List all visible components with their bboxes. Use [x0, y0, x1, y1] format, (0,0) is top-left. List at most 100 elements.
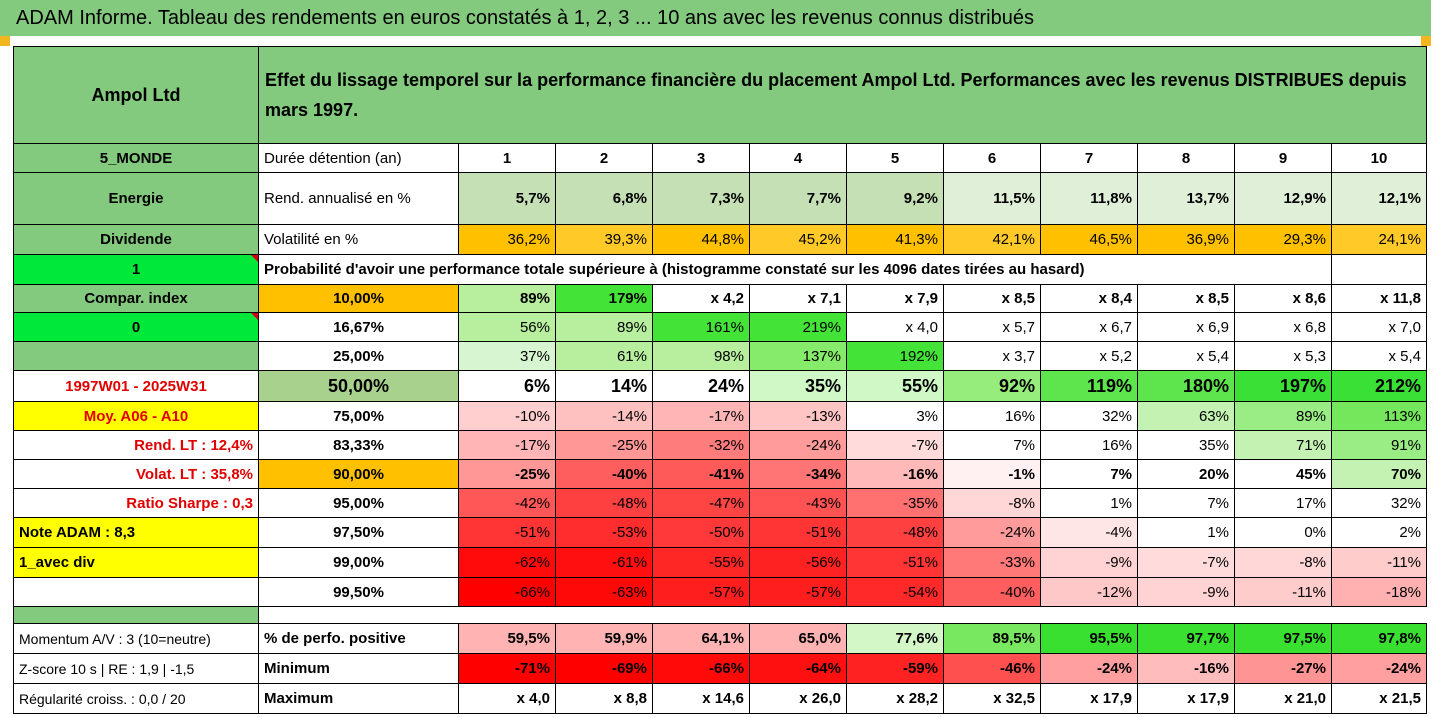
data-cell: x 32,5	[943, 683, 1041, 714]
data-cell: -40%	[555, 459, 653, 489]
spacer-cell	[259, 607, 1427, 624]
data-cell: x 6,8	[1234, 312, 1332, 342]
data-cell: 41,3%	[846, 224, 944, 255]
data-cell: 95,5%	[1040, 623, 1138, 654]
row-label: Minimum	[258, 653, 459, 684]
stat-row: Régularité croiss. : 0,0 / 20 Maximum x 4,…	[13, 683, 1427, 714]
data-cell: 137%	[749, 341, 847, 371]
data-cell: 113%	[1331, 401, 1427, 431]
data-cell: 5,7%	[458, 172, 556, 225]
row-label: % de perfo. positive	[258, 623, 459, 654]
percentile-row: Moy. A06 - A10 75,00% -10% -14% -17% -13% 3% 16…	[13, 401, 1427, 431]
data-cell: -53%	[555, 517, 653, 548]
stat-row: Momentum A/V : 3 (10=neutre)% de perfo. …	[13, 623, 1427, 654]
data-cell: -9%	[1137, 577, 1235, 607]
data-cell: x 5,7	[943, 312, 1041, 342]
data-cell: -24%	[749, 430, 847, 460]
data-cell: -66%	[652, 653, 750, 684]
percentile-row: Ratio Sharpe : 0,3 95,00% -42% -48% -47% -43%…	[13, 488, 1427, 518]
data-cell: 9	[1234, 143, 1332, 173]
data-cell: 45,2%	[749, 224, 847, 255]
row-label: Volatilité en %	[258, 224, 459, 255]
row-side-label: Moy. A06 - A10	[13, 401, 259, 431]
row-side-label: Compar. index	[13, 284, 259, 313]
data-cell: x 8,5	[943, 284, 1041, 313]
data-cell: 12,1%	[1331, 172, 1427, 225]
data-cell: -47%	[652, 488, 750, 518]
data-cell: 180%	[1137, 370, 1235, 402]
data-cell: 212%	[1331, 370, 1427, 402]
data-cell: -41%	[652, 459, 750, 489]
data-cell: -24%	[943, 517, 1041, 548]
row-side-label: 1997W01 - 2025W31	[13, 370, 259, 402]
row-side-label: Volat. LT : 35,8%	[13, 459, 259, 489]
data-cell: x 5,3	[1234, 341, 1332, 371]
data-cell: 14%	[555, 370, 653, 402]
data-cell: -13%	[749, 401, 847, 431]
data-cell: -59%	[846, 653, 944, 684]
data-cell: 179%	[555, 284, 653, 313]
data-cell: -18%	[1331, 577, 1427, 607]
data-cell: 65,0%	[749, 623, 847, 654]
data-cell: -8%	[1234, 547, 1332, 578]
data-cell: 192%	[846, 341, 944, 371]
data-cell: 161%	[652, 312, 750, 342]
percentile-level: 16,67%	[258, 312, 459, 342]
percentile-level: 50,00%	[258, 370, 459, 402]
data-cell: x 14,6	[652, 683, 750, 714]
data-cell: x 3,7	[943, 341, 1041, 371]
data-cell: x 6,7	[1040, 312, 1138, 342]
data-cell: -64%	[749, 653, 847, 684]
data-cell: 8	[1137, 143, 1235, 173]
percentile-level: 95,00%	[258, 488, 459, 518]
data-cell: 11,5%	[943, 172, 1041, 225]
percentile-row: 1997W01 - 2025W31 50,00% 6% 14% 24% 35% 55% 92%…	[13, 370, 1427, 402]
data-cell: -32%	[652, 430, 750, 460]
data-cell: 64,1%	[652, 623, 750, 654]
table-description: Effet du lissage temporel sur la perform…	[258, 46, 1427, 144]
corner-marker-left	[0, 36, 10, 46]
data-cell: 7	[1040, 143, 1138, 173]
data-cell: -51%	[846, 547, 944, 578]
percentile-row: Rend. LT : 12,4% 83,33% -17% -25% -32% -24% -7…	[13, 430, 1427, 460]
data-cell: x 4,0	[846, 312, 944, 342]
percentile-row: Volat. LT : 35,8% 90,00% -25% -40% -41% -34% -…	[13, 459, 1427, 489]
data-cell: 2%	[1331, 517, 1427, 548]
data-cell: 6,8%	[555, 172, 653, 225]
data-cell: 119%	[1040, 370, 1138, 402]
data-cell: 24%	[652, 370, 750, 402]
data-cell: 10	[1331, 143, 1427, 173]
data-cell: -48%	[846, 517, 944, 548]
data-cell: x 26,0	[749, 683, 847, 714]
data-cell: x 4,2	[652, 284, 750, 313]
data-cell: 9,2%	[846, 172, 944, 225]
data-cell: x 11,8	[1331, 284, 1427, 313]
row-side-label	[13, 577, 259, 607]
data-cell: -14%	[555, 401, 653, 431]
data-cell: x 5,4	[1331, 341, 1427, 371]
data-cell: 11,8%	[1040, 172, 1138, 225]
data-cell: 44,8%	[652, 224, 750, 255]
data-cell: -7%	[1137, 547, 1235, 578]
data-cell: -11%	[1234, 577, 1332, 607]
data-cell: 70%	[1331, 459, 1427, 489]
data-cell: -51%	[749, 517, 847, 548]
data-cell: -16%	[846, 459, 944, 489]
data-cell: -69%	[555, 653, 653, 684]
percentile-level: 97,50%	[258, 517, 459, 548]
data-cell: x 21,5	[1331, 683, 1427, 714]
data-cell: -57%	[749, 577, 847, 607]
data-cell: x 4,0	[458, 683, 556, 714]
data-cell: -11%	[1331, 547, 1427, 578]
data-cell: 89%	[555, 312, 653, 342]
data-cell: 2	[555, 143, 653, 173]
data-cell: 20%	[1137, 459, 1235, 489]
data-cell: 197%	[1234, 370, 1332, 402]
percentile-row: Compar. index 10,00% 89% 179% x 4,2 x 7,1 x 7,…	[13, 284, 1427, 313]
data-cell: -54%	[846, 577, 944, 607]
data-cell: -24%	[1331, 653, 1427, 684]
row-side-label: 1_avec div	[13, 547, 259, 578]
data-cell: -40%	[943, 577, 1041, 607]
row-side-label: 0	[13, 312, 259, 342]
data-cell: 46,5%	[1040, 224, 1138, 255]
